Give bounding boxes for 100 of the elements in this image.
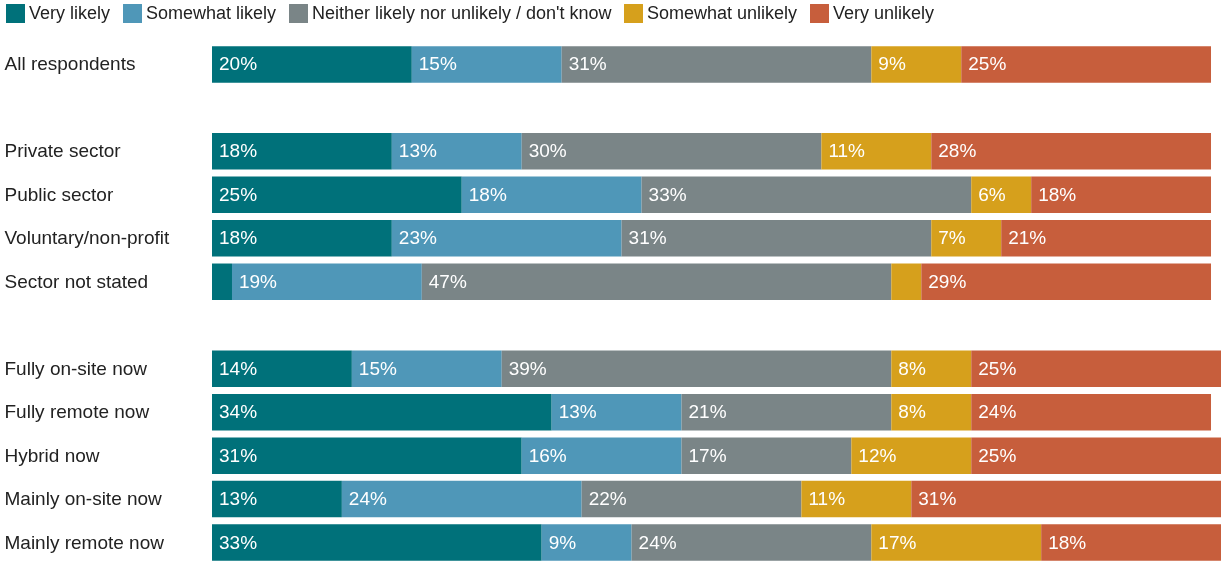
bar: [461, 176, 642, 214]
bar: [971, 350, 1221, 387]
data-label: 8%: [898, 401, 926, 423]
data-label: 23%: [398, 227, 437, 249]
bar: [212, 350, 352, 387]
data-label: 13%: [558, 401, 597, 423]
legend-label: Very unlikely: [833, 2, 935, 23]
bar: [351, 350, 502, 387]
bar: [561, 46, 872, 83]
bar: [641, 176, 972, 214]
legend-label: Neither likely nor unlikely / don't know: [312, 2, 613, 23]
data-label: 8%: [898, 357, 926, 379]
data-label: 21%: [688, 401, 727, 423]
data-label: 31%: [628, 227, 667, 249]
bar: [212, 524, 542, 561]
y-tick-label: Voluntary/non-profit: [4, 227, 170, 249]
data-label: 18%: [219, 227, 258, 249]
bar: [681, 437, 852, 474]
bar: [212, 133, 392, 170]
bar: [212, 393, 552, 431]
bar: [891, 263, 922, 301]
bar: [971, 437, 1221, 474]
data-label: 7%: [938, 227, 966, 249]
bar: [212, 263, 232, 301]
data-label: 13%: [219, 488, 258, 510]
bar: [1031, 176, 1212, 214]
bar: [871, 524, 1042, 561]
data-label: 39%: [508, 357, 547, 379]
bar: [212, 176, 462, 214]
data-label: 24%: [348, 488, 388, 510]
data-label: 15%: [418, 53, 457, 75]
bar: [961, 46, 1212, 83]
data-label: 17%: [688, 444, 727, 466]
y-tick-label: Mainly on-site now: [4, 488, 163, 510]
y-tick-label: Fully on-site now: [4, 357, 148, 379]
data-label: 13%: [398, 140, 437, 162]
data-label: 33%: [648, 183, 687, 205]
data-label: 6%: [978, 183, 1006, 205]
data-label: 11%: [828, 140, 866, 162]
data-label: 31%: [568, 53, 607, 75]
data-label: 31%: [219, 444, 258, 466]
bar: [891, 350, 972, 387]
bar: [341, 480, 582, 518]
y-tick-label: Fully remote now: [4, 401, 150, 423]
bar: [212, 46, 412, 83]
bar: [501, 350, 892, 387]
bar: [931, 133, 1212, 170]
data-label: 24%: [978, 401, 1017, 423]
data-label: 22%: [588, 488, 627, 510]
data-label: 33%: [219, 531, 258, 553]
bar: [821, 133, 932, 170]
bar: [391, 220, 622, 257]
data-label: 25%: [978, 444, 1017, 466]
y-tick-label: Hybrid now: [4, 444, 100, 466]
data-label: 25%: [978, 357, 1017, 379]
bar: [681, 393, 892, 431]
bar: [581, 480, 802, 518]
bar: [931, 220, 1002, 257]
data-label: 11%: [808, 488, 846, 510]
data-label: 12%: [858, 444, 897, 466]
bar: [212, 220, 392, 257]
data-label: 9%: [878, 53, 906, 75]
bar: [391, 133, 522, 170]
data-label: 20%: [219, 53, 258, 75]
legend-label: Somewhat unlikely: [647, 2, 798, 23]
data-label: 9%: [548, 531, 577, 553]
bar: [921, 263, 1212, 301]
data-label: 21%: [1008, 227, 1047, 249]
data-label: 18%: [219, 140, 258, 162]
bar: [212, 480, 342, 518]
bar: [1001, 220, 1212, 257]
data-label: 18%: [1048, 531, 1087, 553]
data-label: 15%: [358, 357, 397, 379]
data-label: 31%: [918, 488, 957, 510]
bar: [521, 437, 682, 474]
y-tick-label: Public sector: [4, 183, 114, 205]
data-label: 29%: [928, 270, 967, 292]
data-label: 18%: [1038, 183, 1077, 205]
data-label: 19%: [238, 270, 278, 292]
data-label: 25%: [968, 53, 1007, 75]
bar: [971, 393, 1212, 431]
data-label: 25%: [219, 183, 258, 205]
bar: [411, 46, 562, 83]
bar: [621, 220, 932, 257]
y-tick-label: Sector not stated: [4, 270, 149, 292]
bar: [212, 437, 522, 474]
data-label: 16%: [528, 444, 567, 466]
y-tick-label: All respondents: [4, 53, 136, 75]
legend-label: Somewhat likely: [146, 2, 277, 23]
y-tick-label: Mainly remote now: [4, 531, 165, 553]
bar: [541, 524, 632, 561]
bar: [421, 263, 892, 301]
data-label: 34%: [219, 401, 258, 423]
bar: [911, 480, 1221, 518]
bar: [631, 524, 872, 561]
legend-label: Very likely: [29, 2, 111, 23]
bar: [231, 263, 422, 301]
data-label: 14%: [219, 357, 258, 379]
bar: [871, 46, 962, 83]
data-label: 28%: [938, 140, 977, 162]
